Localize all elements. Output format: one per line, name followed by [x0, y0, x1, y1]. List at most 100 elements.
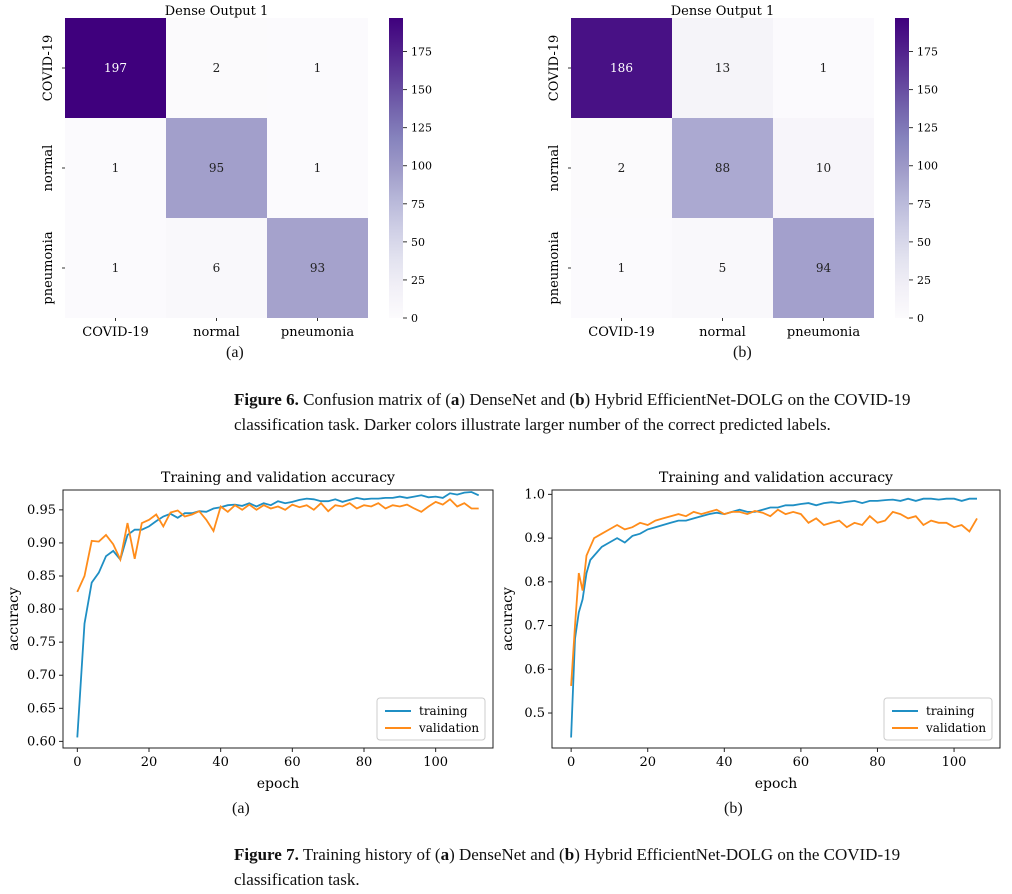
- acc-a-legend-label-validation: validation: [418, 721, 479, 735]
- cm-a-colorbar-tick-label: 175: [411, 46, 432, 59]
- cm-b-y-tick-label: normal: [547, 145, 562, 192]
- acc-a-y-tick-label: 0.70: [27, 668, 56, 683]
- acc-a-legend: [376, 697, 486, 741]
- acc-a-y-axis-label: accuracy: [6, 587, 22, 651]
- cm-a-colorbar-tick-label: 150: [411, 84, 432, 97]
- cm-b-y-tick-label: pneumonia: [547, 231, 562, 304]
- cm-a-cell-value: 1: [112, 161, 120, 175]
- cm-b-colorbar-tick-label: 175: [917, 46, 938, 59]
- acc-a-y-tick-label: 0.75: [27, 635, 56, 650]
- acc-a-x-tick-label: 60: [284, 755, 301, 770]
- cm-a-cell-value: 197: [104, 61, 127, 75]
- acc-b-y-tick-label: 0.6: [524, 662, 545, 677]
- figure-7-caption: Figure 7. Training history of (a) DenseN…: [234, 842, 1004, 892]
- cm-b-cell-value: 186: [610, 61, 633, 75]
- cm-a-x-tick-label: pneumonia: [281, 325, 354, 340]
- cm-a-cell-value: 1: [314, 61, 322, 75]
- acc-a-x-tick-label: 40: [212, 755, 229, 770]
- acc-b-x-axis-label: epoch: [755, 776, 798, 792]
- cm-a-y-tick-label: normal: [41, 145, 56, 192]
- cm-a-y-tick-label: COVID-19: [41, 35, 56, 102]
- acc-b-x-tick-label: 0: [567, 755, 575, 770]
- cm-b-x-tick-label: pneumonia: [787, 325, 860, 340]
- cm-b-cell-value: 10: [816, 161, 831, 175]
- cm-b-colorbar-tick-label: 75: [917, 198, 931, 211]
- cm-a-cell-value: 1: [112, 261, 120, 275]
- acc-b-series-training: [570, 497, 977, 738]
- cm-b-cell-value: 1: [820, 61, 828, 75]
- acc-a-x-axis-label: epoch: [257, 776, 300, 792]
- training-history-densenet: Training and validation accuracy 0 20 40 60 8…: [6, 470, 494, 792]
- fig7-caption-label: Figure 7.: [234, 845, 299, 864]
- cm-a-colorbar-tick-label: 0: [411, 312, 418, 325]
- cm-b-cell: [773, 218, 874, 318]
- acc-a-title: Training and validation accuracy: [161, 470, 395, 486]
- fig7-panel-a-label: (a): [232, 800, 250, 817]
- fig6-caption-b: b: [575, 390, 585, 409]
- cm-b-cell: [571, 118, 672, 218]
- fig7-caption-a: a: [440, 845, 450, 864]
- fig7-panel-b-label: (b): [724, 800, 743, 817]
- cm-a-colorbar: [389, 18, 403, 318]
- acc-a-x-tick-label: 20: [141, 755, 158, 770]
- cm-b-y-tick-label: COVID-19: [547, 35, 562, 102]
- cm-b-cell: [672, 218, 773, 318]
- cm-b-colorbar-tick-label: 50: [917, 236, 931, 249]
- cm-a-colorbar-tick-label: 25: [411, 274, 425, 287]
- cm-a-colorbar-tick-label: 100: [411, 160, 432, 173]
- acc-b-y-tick-label: 0.9: [524, 531, 545, 546]
- acc-b-title: Training and validation accuracy: [659, 470, 893, 486]
- cm-b-cell-value: 5: [719, 261, 727, 275]
- cm-a-cell: [166, 18, 267, 118]
- cm-b-cell: [773, 18, 874, 118]
- cm-a-cell: [267, 18, 368, 118]
- cm-a-cell: [65, 218, 166, 318]
- cm-b-colorbar-tick-label: 0: [917, 312, 924, 325]
- fig6-caption-post: ) Hybrid EfficientNet-DOLG on the COVID-…: [584, 390, 911, 409]
- acc-b-y-axis-label: accuracy: [500, 587, 516, 651]
- acc-b-x-tick-label: 60: [793, 755, 810, 770]
- acc-a-y-tick-label: 0.65: [27, 701, 56, 716]
- acc-b-y-tick-label: 0.5: [524, 706, 545, 721]
- acc-b-legend: [883, 697, 993, 741]
- acc-b-legend-label-validation: validation: [925, 721, 986, 735]
- cm-b-colorbar-tick-label: 125: [917, 122, 938, 135]
- cm-a-cell-value: 93: [310, 261, 325, 275]
- cm-a-colorbar-tick-label: 125: [411, 122, 432, 135]
- fig7-caption-b: b: [564, 845, 575, 864]
- cm-a-cell-value: 2: [213, 61, 221, 75]
- cm-b-cell-value: 1: [618, 261, 626, 275]
- cm-b-cell: [773, 118, 874, 218]
- cm-a-title: Dense Output 1: [165, 4, 269, 19]
- cm-a-cell: [65, 118, 166, 218]
- acc-b-y-tick-label: 1.0: [524, 487, 545, 502]
- acc-b-x-tick-label: 80: [869, 755, 886, 770]
- acc-a-y-tick-label: 0.95: [27, 503, 56, 518]
- cm-a-cell: [166, 218, 267, 318]
- cm-b-cell: [672, 118, 773, 218]
- fig6-panel-b-label: (b): [733, 344, 752, 361]
- cm-b-cell-value: 13: [715, 61, 730, 75]
- confusion-matrix-efficientnet-dolg: Dense Output 1 186 13 1 2 88 10 1 5 94 COVID-19 nor…: [547, 4, 938, 340]
- cm-b-cell-value: 2: [618, 161, 626, 175]
- acc-a-series-training: [76, 491, 480, 738]
- acc-b-x-tick-label: 40: [716, 755, 733, 770]
- acc-a-y-tick-label: 0.85: [27, 569, 56, 584]
- acc-b-axes-frame: [551, 489, 1001, 749]
- cm-a-x-tick-label: COVID-19: [82, 325, 149, 340]
- cm-a-y-tick-label: pneumonia: [41, 231, 56, 304]
- cm-b-cell-value: 88: [715, 161, 730, 175]
- fig7-caption-mid: ) DenseNet and (: [449, 845, 565, 864]
- cm-b-x-tick-label: normal: [699, 325, 746, 340]
- acc-a-y-tick-label: 0.80: [27, 602, 56, 617]
- cm-a-cell: [267, 218, 368, 318]
- confusion-matrix-densenet: Dense Output 1 197 2 1 1 95 1 1 6 93 COVID-19 norma…: [41, 4, 432, 340]
- cm-b-cell: [672, 18, 773, 118]
- cm-a-colorbar-tick-label: 75: [411, 198, 425, 211]
- acc-b-x-tick-label: 100: [942, 755, 967, 770]
- cm-a-cell: [65, 18, 166, 118]
- fig6-caption-label: Figure 6.: [234, 390, 299, 409]
- acc-a-x-tick-label: 0: [73, 755, 81, 770]
- cm-a-cell: [166, 118, 267, 218]
- cm-b-colorbar-tick-label: 100: [917, 160, 938, 173]
